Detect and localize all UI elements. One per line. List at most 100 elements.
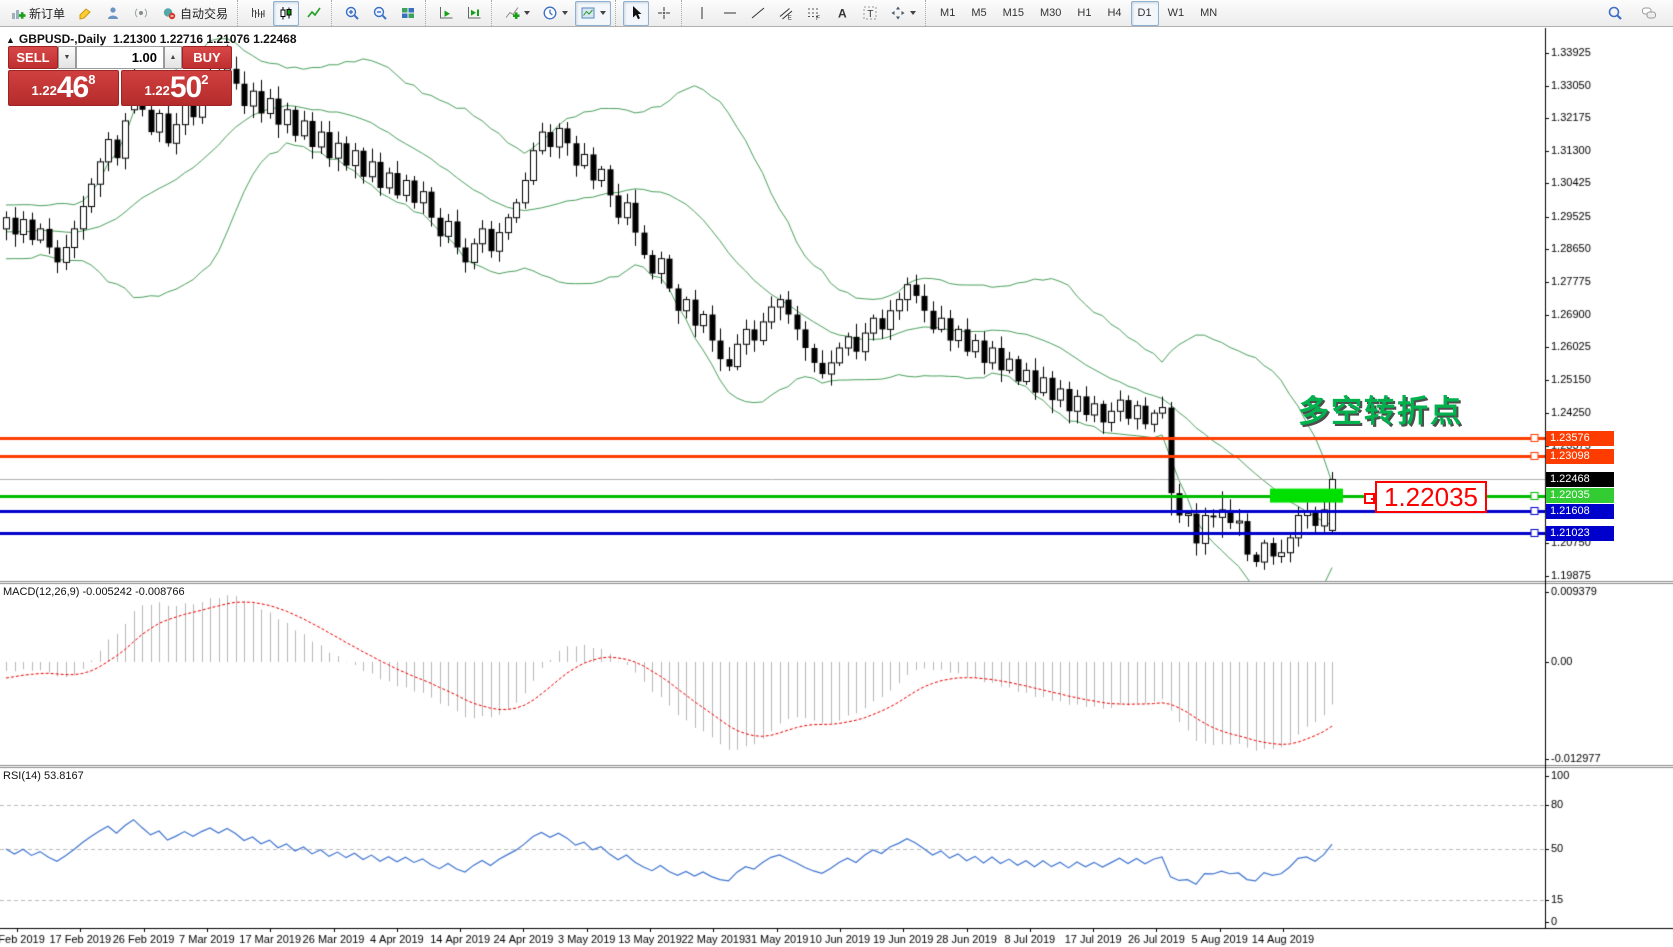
community-button[interactable] — [100, 1, 126, 26]
chevron-down-icon — [562, 11, 569, 15]
new-order-label: 新订单 — [29, 6, 66, 21]
cursor-button[interactable] — [623, 0, 650, 26]
crosshair-button[interactable] — [651, 1, 677, 26]
toolbar-group-5 — [615, 0, 678, 26]
toolbar-group-4 — [491, 0, 612, 26]
tf-h4-label: H4 — [1107, 7, 1122, 19]
template-icon — [580, 5, 596, 21]
tiles-icon — [400, 5, 416, 21]
vertical-line-button[interactable] — [689, 1, 715, 26]
sell-price-big: 46 — [56, 71, 89, 104]
ohlc-high: 1.22716 — [159, 32, 204, 46]
signals-button[interactable] — [128, 1, 154, 26]
person-icon — [105, 5, 121, 21]
autoscroll-icon — [438, 5, 454, 21]
chart-line-button[interactable] — [301, 1, 327, 26]
rsi-value: 53.8167 — [43, 770, 84, 782]
macd-signal-value: -0.008766 — [135, 586, 185, 598]
chevron-down-icon — [910, 11, 917, 15]
tf-h1-button[interactable]: H1 — [1070, 1, 1098, 26]
toolbox-button[interactable] — [72, 1, 98, 26]
tf-m30-button[interactable]: M30 — [1033, 1, 1068, 26]
tf-mn-label: MN — [1200, 7, 1218, 19]
indicators-list-button[interactable] — [499, 1, 535, 26]
search-icon — [1607, 5, 1623, 21]
arrows-button[interactable] — [885, 1, 921, 26]
svg-text:F: F — [816, 15, 820, 21]
collapse-ohlc-icon[interactable]: ▲ — [6, 35, 15, 45]
tf-m15-button[interactable]: M15 — [996, 1, 1031, 26]
auto-scroll-button[interactable] — [433, 1, 459, 26]
tf-d1-button[interactable]: D1 — [1130, 0, 1159, 26]
volume-increase-button[interactable]: ▲ — [164, 46, 182, 69]
zoom-out-button[interactable] — [367, 1, 393, 26]
periods-button[interactable] — [537, 1, 573, 26]
chart-bars-button[interactable] — [245, 1, 271, 26]
crosshair-icon — [656, 5, 672, 21]
trendline-button[interactable] — [745, 1, 771, 26]
search-button[interactable] — [1602, 1, 1628, 26]
tf-h1-label: H1 — [1077, 7, 1092, 19]
tf-w1-button[interactable]: W1 — [1161, 1, 1192, 26]
tile-windows-button[interactable] — [395, 1, 421, 26]
sell-price-small: 1.22 — [31, 83, 57, 98]
equidistant-channel-button[interactable]: E — [773, 1, 799, 26]
macd-indicator-label: MACD(12,26,9) -0.005242 -0.008766 — [3, 586, 185, 598]
chart-text-annotation[interactable]: 多空转折点 — [1298, 394, 1463, 429]
tf-m1-button[interactable]: M1 — [933, 1, 962, 26]
tf-m15-label: M15 — [1002, 7, 1024, 19]
fibonacci-button[interactable]: F — [801, 1, 827, 26]
zoom-in-button[interactable] — [339, 1, 365, 26]
line-price-tag: 1.23576 — [1546, 430, 1614, 446]
vline-icon — [694, 5, 710, 21]
linechart-icon — [306, 5, 322, 21]
sell-price-sup: 8 — [88, 72, 96, 87]
bars-icon — [250, 5, 266, 21]
volume-input[interactable] — [76, 46, 164, 69]
tf-m5-button[interactable]: M5 — [964, 1, 993, 26]
line-price-tag: 1.21608 — [1546, 503, 1614, 519]
buy-price-small: 1.22 — [144, 83, 170, 98]
tf-mn-button[interactable]: MN — [1193, 1, 1224, 26]
shift-icon — [466, 5, 482, 21]
toolbox-icon — [77, 5, 93, 21]
chart-shift-button[interactable] — [461, 1, 487, 26]
tf-d1-label: D1 — [1137, 7, 1152, 19]
tf-w1-label: W1 — [1167, 7, 1185, 19]
candles-icon — [278, 5, 294, 21]
clock-icon — [542, 5, 558, 21]
zoom-in-icon — [344, 5, 360, 21]
chart-candles-button[interactable] — [273, 0, 300, 26]
text-button[interactable]: A — [829, 1, 855, 26]
line-price-tag: 1.21023 — [1546, 525, 1614, 541]
text-a-icon: A — [834, 5, 850, 21]
buy-price[interactable]: 1.22 50 2 — [121, 70, 232, 106]
toolbar-group-2 — [331, 0, 422, 26]
buy-button[interactable]: BUY — [182, 46, 232, 69]
channel-icon: E — [778, 5, 794, 21]
auto-trading-button[interactable]: 自动交易 — [156, 1, 233, 26]
tf-h4-button[interactable]: H4 — [1100, 1, 1128, 26]
toolbar-right — [1601, 1, 1669, 26]
templates-button[interactable] — [575, 0, 612, 26]
sell-button[interactable]: SELL — [8, 46, 58, 69]
autotrade-icon — [161, 5, 177, 21]
sell-price[interactable]: 1.22 46 8 — [8, 70, 119, 106]
main-toolbar: 新订单 自动交易 E F A T M1 M5 M15 M30 H1 H4 D1 W1 MN — [0, 0, 1673, 27]
text-label-button[interactable]: T — [857, 1, 883, 26]
svg-text:A: A — [838, 7, 847, 21]
volume-decrease-button[interactable]: ▼ — [58, 46, 76, 69]
ohlc-open: 1.21300 — [112, 32, 157, 46]
text-t-icon: T — [862, 5, 878, 21]
price-callout-box[interactable]: 1.22035 — [1375, 481, 1487, 513]
tf-m5-label: M5 — [971, 7, 987, 19]
chat-button[interactable] — [1636, 1, 1662, 26]
line-price-tag: 1.22035 — [1546, 488, 1614, 504]
toolbar-group-3 — [425, 0, 488, 26]
new-order-button[interactable]: 新订单 — [5, 1, 70, 26]
macd-name: MACD(12,26,9) — [3, 586, 80, 598]
arrows-icon — [890, 5, 906, 21]
toolbar-group-1 — [237, 0, 328, 26]
horizontal-line-button[interactable] — [717, 1, 743, 26]
